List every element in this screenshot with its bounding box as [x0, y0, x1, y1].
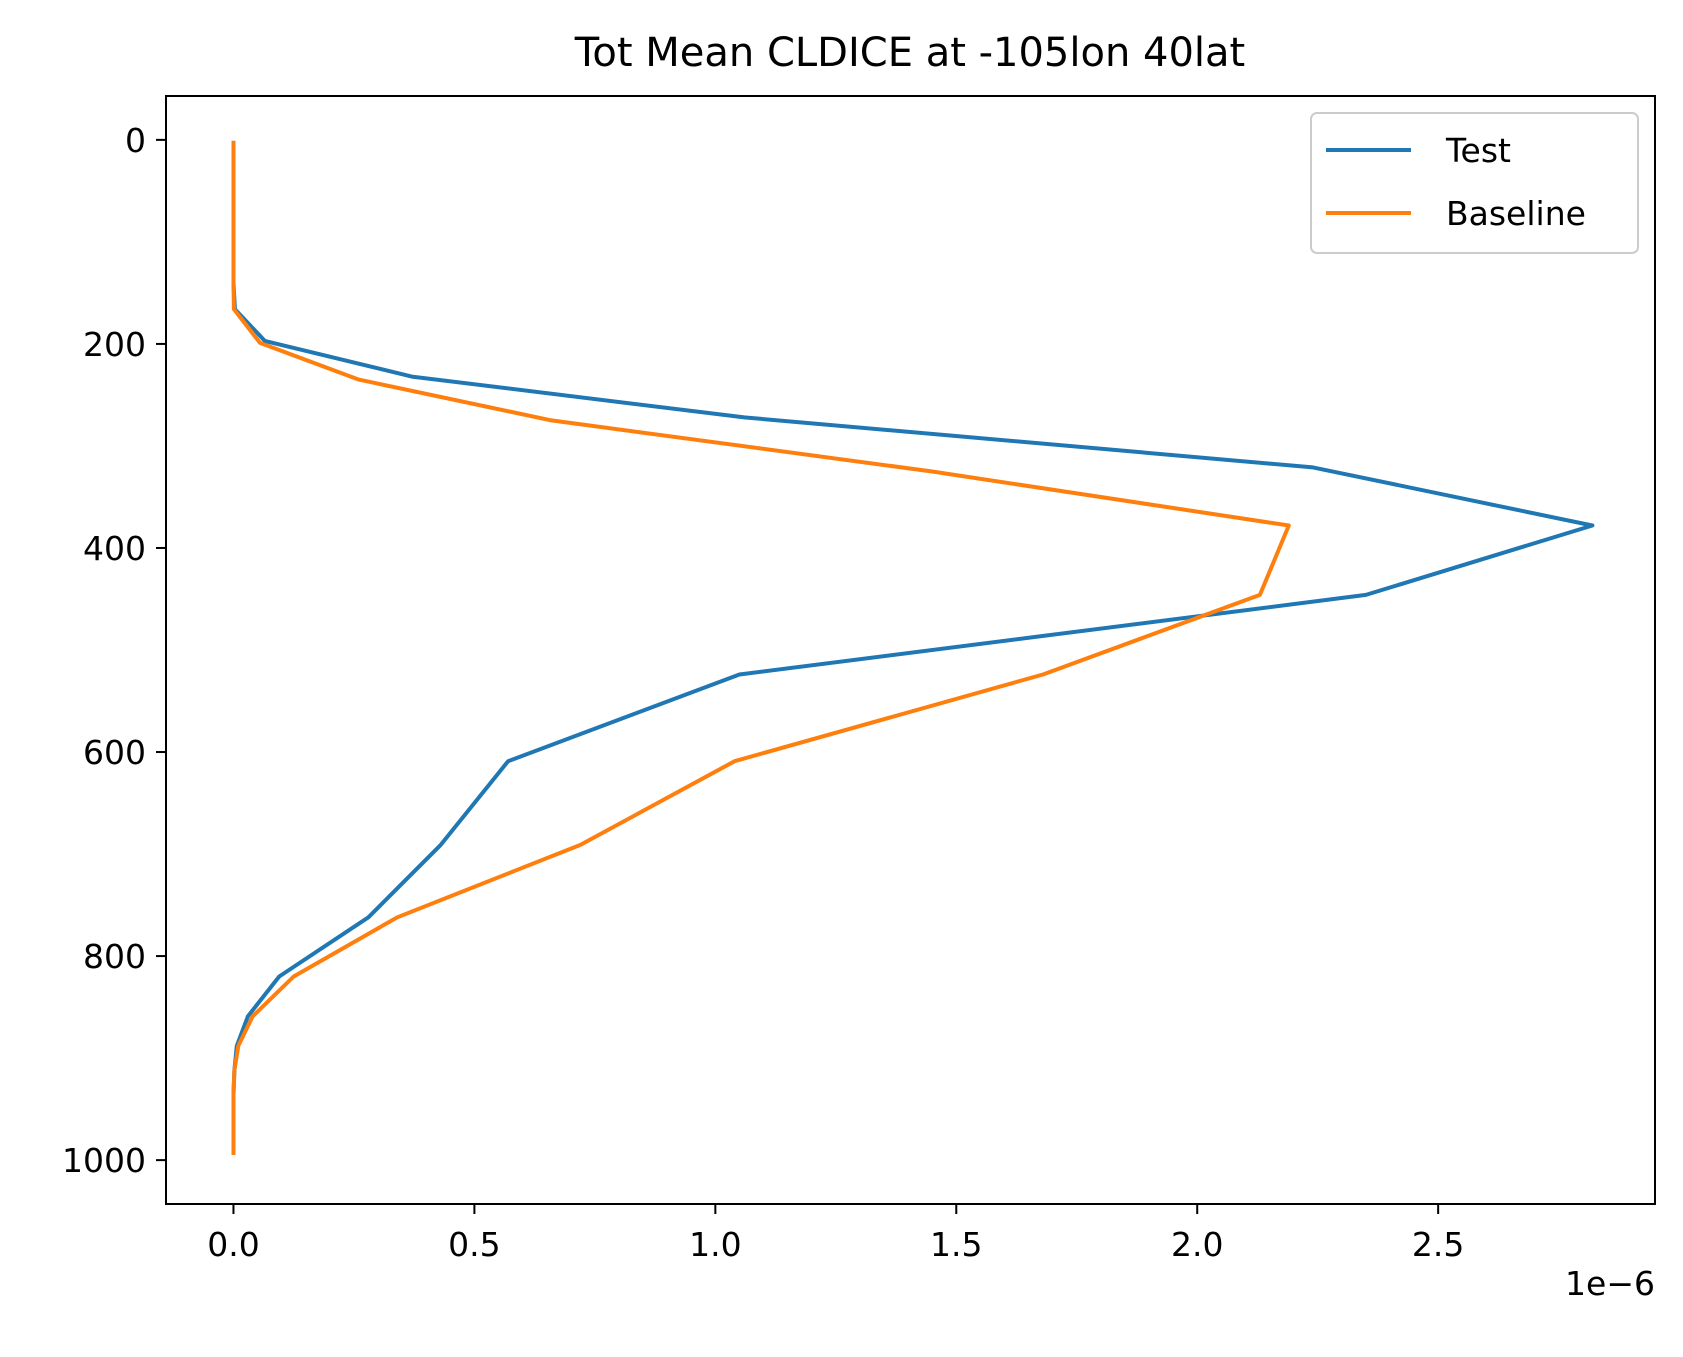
plot-area-frame: [165, 95, 1656, 1205]
chart-title: Tot Mean CLDICE at -105lon 40lat: [574, 30, 1246, 76]
series-line-baseline: [231, 140, 1291, 1155]
x-axis-offset-label: 1e−6: [1565, 1264, 1655, 1303]
x-tick-label: 0.0: [207, 1225, 259, 1264]
x-axis: 0.0 0.5 1.0 1.5 2.0 2.5: [207, 1204, 1464, 1264]
y-tick-label: 0: [125, 121, 146, 160]
x-tick-label: 0.5: [448, 1225, 500, 1264]
y-tick-label: 400: [83, 529, 146, 568]
x-tick-label: 1.5: [930, 1225, 982, 1264]
legend: Test Baseline: [1310, 112, 1639, 254]
legend-label-baseline: Baseline: [1446, 194, 1586, 233]
x-tick-label: 2.5: [1412, 1225, 1464, 1264]
y-tick-label: 800: [83, 937, 146, 976]
x-tick-label: 1.0: [689, 1225, 741, 1264]
y-tick-label: 1000: [62, 1141, 146, 1180]
series-layer: [231, 140, 1595, 1155]
x-tick-label: 2.0: [1171, 1225, 1223, 1264]
y-axis: 0 200 400 600 800 1000: [62, 121, 166, 1180]
y-tick-label: 600: [83, 733, 146, 772]
y-tick-label: 200: [83, 325, 146, 364]
legend-label-test: Test: [1445, 131, 1511, 170]
